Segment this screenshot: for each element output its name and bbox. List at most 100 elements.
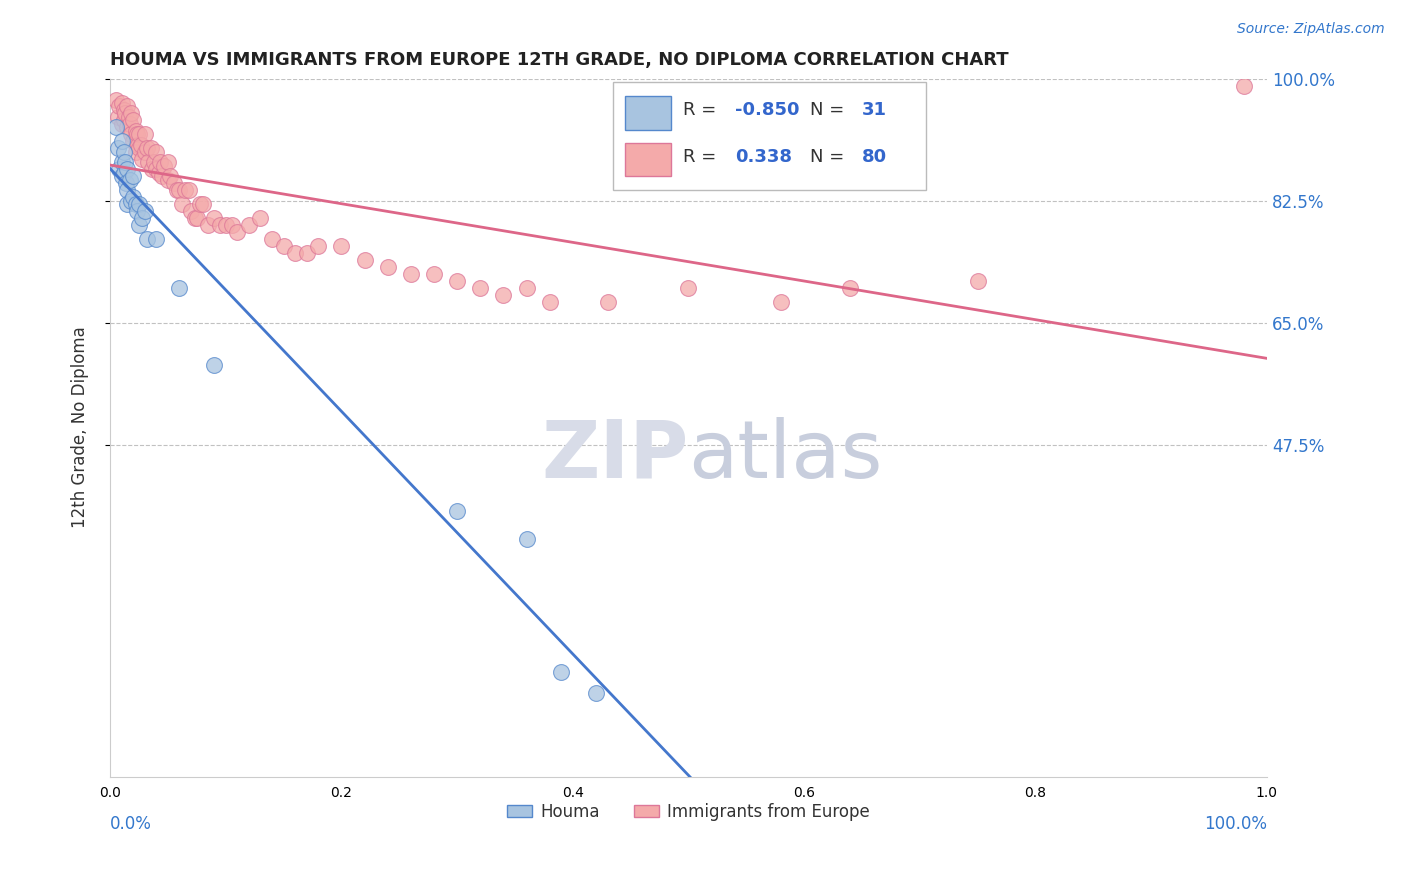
Point [148, 166, 170, 180]
Legend: Houma, Immigrants from Europe: Houma, Immigrants from Europe [501, 797, 876, 828]
Point [238, 218, 260, 232]
Point [128, 141, 150, 155]
Point [177, 183, 200, 197]
Text: Source: ZipAtlas.com: Source: ZipAtlas.com [1237, 22, 1385, 37]
Point [377, 260, 399, 274]
Point [260, 232, 283, 246]
Point [769, 295, 792, 310]
Point [111, 117, 134, 131]
Point [221, 218, 243, 232]
Point [131, 152, 153, 166]
Point [122, 190, 145, 204]
Point [169, 183, 191, 197]
Point [104, 120, 127, 135]
Point [114, 155, 136, 169]
Point [124, 145, 146, 159]
Point [202, 211, 225, 226]
Point [108, 99, 131, 113]
Point [156, 173, 179, 187]
Point [180, 204, 202, 219]
Point [117, 197, 139, 211]
Point [141, 162, 163, 177]
Point [120, 128, 142, 142]
Point [188, 197, 211, 211]
Point [839, 281, 862, 295]
Point [191, 197, 214, 211]
Point [120, 106, 142, 120]
Text: N =: N = [810, 148, 851, 167]
Point [131, 137, 153, 152]
Point [186, 211, 208, 226]
Point [585, 686, 607, 700]
Point [550, 665, 572, 679]
Point [145, 162, 167, 177]
Point [215, 218, 238, 232]
Point [112, 103, 135, 117]
Point [115, 176, 138, 190]
Point [149, 155, 172, 169]
Text: 0.338: 0.338 [735, 148, 792, 167]
Point [122, 135, 145, 149]
Point [120, 194, 142, 208]
Point [307, 239, 329, 253]
Point [249, 211, 271, 226]
Point [111, 95, 134, 110]
Point [153, 159, 176, 173]
Point [122, 113, 145, 128]
Point [423, 267, 446, 281]
Point [131, 211, 153, 226]
Point [124, 124, 146, 138]
Text: R =: R = [683, 148, 721, 167]
Text: N =: N = [810, 101, 851, 119]
Point [208, 218, 231, 232]
Point [1233, 78, 1256, 93]
Text: -0.850: -0.850 [735, 101, 799, 119]
Text: R =: R = [683, 101, 721, 119]
Point [399, 267, 422, 281]
Point [202, 358, 225, 372]
Point [124, 197, 146, 211]
Point [108, 162, 131, 177]
Point [128, 218, 150, 232]
Point [197, 218, 219, 232]
Point [330, 239, 353, 253]
Point [446, 504, 468, 518]
Point [226, 225, 249, 239]
FancyBboxPatch shape [624, 96, 671, 129]
Y-axis label: 12th Grade, No Diploma: 12th Grade, No Diploma [72, 326, 89, 528]
Point [117, 120, 139, 135]
Point [107, 110, 129, 124]
Point [117, 99, 139, 113]
Text: HOUMA VS IMMIGRANTS FROM EUROPE 12TH GRADE, NO DIPLOMA CORRELATION CHART: HOUMA VS IMMIGRANTS FROM EUROPE 12TH GRA… [110, 51, 1008, 69]
Text: 0.0%: 0.0% [110, 815, 152, 833]
Point [127, 137, 149, 152]
FancyBboxPatch shape [613, 82, 925, 190]
Point [134, 145, 156, 159]
Point [112, 166, 135, 180]
Point [159, 169, 181, 184]
Point [538, 295, 561, 310]
Point [353, 253, 375, 268]
Point [111, 169, 134, 184]
Point [515, 533, 537, 547]
Point [128, 197, 150, 211]
Point [284, 246, 307, 260]
Point [111, 155, 134, 169]
Text: 80: 80 [862, 148, 887, 167]
Point [112, 145, 135, 159]
Point [107, 141, 129, 155]
Point [139, 141, 162, 155]
Point [112, 113, 135, 128]
Point [596, 295, 619, 310]
Point [295, 246, 318, 260]
Point [273, 239, 295, 253]
Point [183, 211, 205, 226]
FancyBboxPatch shape [624, 143, 671, 177]
Point [134, 204, 156, 219]
Text: atlas: atlas [689, 417, 883, 494]
Point [125, 204, 148, 219]
Point [170, 197, 193, 211]
Point [118, 117, 141, 131]
Point [150, 169, 173, 184]
Point [446, 274, 468, 288]
